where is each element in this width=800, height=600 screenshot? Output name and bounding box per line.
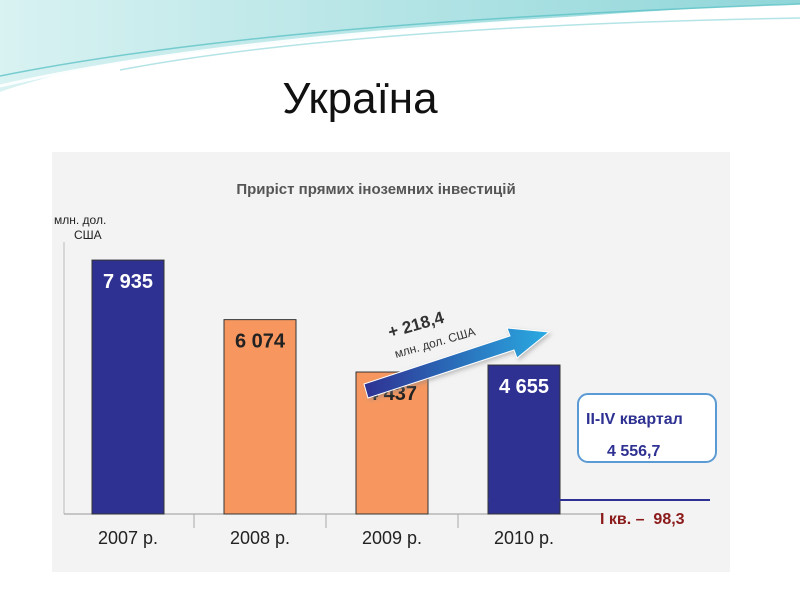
y-axis-label-line2: США	[74, 228, 102, 242]
chart-title: Приріст прямих іноземних інвестицій	[236, 181, 515, 198]
header-wave-decoration	[0, 0, 800, 92]
x-tick-label-3: 2009 р.	[362, 528, 422, 548]
slide-title: Україна	[282, 74, 438, 123]
bar-1	[91, 259, 165, 515]
quarter-box-value: 4 556,7	[607, 443, 660, 460]
bar-value-label-4: 4 655	[499, 376, 549, 398]
y-axis-label-line1: млн. дол.	[54, 213, 106, 227]
growth-arrow	[363, 327, 551, 399]
quarter-box-title: II-IV квартал	[586, 411, 683, 428]
quarter-box	[577, 393, 717, 463]
x-tick-label-2: 2008 р.	[230, 528, 290, 548]
bar-4	[487, 364, 561, 515]
bar-value-label-2: 6 074	[235, 331, 286, 353]
q1-label: І кв. – 98,3	[600, 511, 685, 528]
bar-chart: Приріст прямих іноземних інвестицій млн.…	[54, 181, 717, 548]
bar-2	[223, 319, 297, 515]
chart-panel: Приріст прямих іноземних інвестицій млн.…	[52, 152, 730, 572]
x-tick-label-1: 2007 р.	[98, 528, 158, 548]
x-tick-label-4: 2010 р.	[494, 528, 554, 548]
bar-value-label-1: 7 935	[103, 271, 153, 293]
